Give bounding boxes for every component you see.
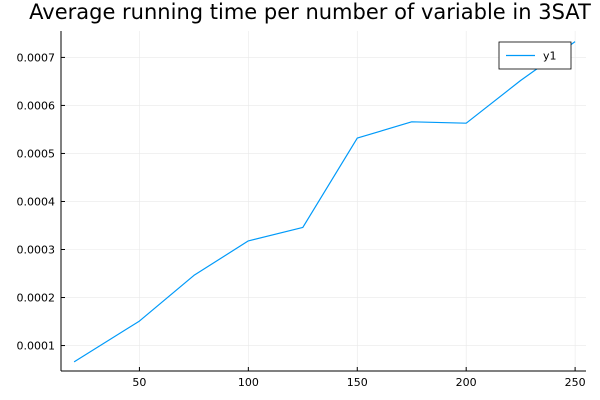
- legend: y1: [498, 41, 572, 70]
- y-tick-label: 0.0004: [17, 195, 56, 208]
- chart-title: Average running time per number of varia…: [29, 0, 591, 24]
- y-ticks: 0.0001 0.0002 0.0003 0.0004 0.0005 0.0006 0.00…: [17, 51, 65, 353]
- x-tick-label: 200: [456, 376, 477, 389]
- series-line-y1: [73, 41, 576, 363]
- series-layer: [73, 41, 576, 363]
- x-tick-label: 100: [238, 376, 259, 389]
- axes: [60, 31, 586, 372]
- grid: [61, 31, 586, 371]
- y-tick-label: 0.0007: [17, 51, 56, 64]
- x-tick-label: 150: [347, 376, 368, 389]
- y-tick-label: 0.0006: [17, 99, 56, 112]
- legend-label: y1: [543, 50, 557, 63]
- y-tick-label: 0.0003: [17, 244, 56, 257]
- y-tick-label: 0.0002: [17, 292, 56, 305]
- x-tick-label: 50: [132, 376, 146, 389]
- y-tick-label: 0.0005: [17, 147, 56, 160]
- y-tick-label: 0.0001: [17, 340, 56, 353]
- x-ticks: 50 100 150 200 250: [132, 367, 586, 389]
- x-tick-label: 250: [565, 376, 586, 389]
